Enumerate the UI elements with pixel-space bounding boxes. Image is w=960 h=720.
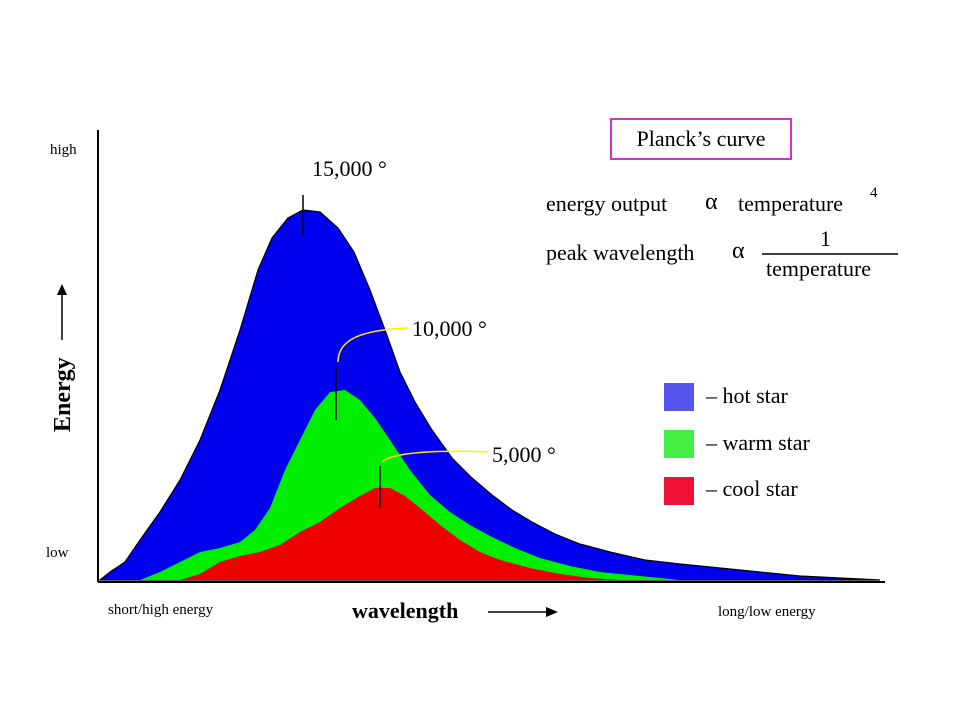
hot-peak-label: 15,000 °	[312, 156, 387, 181]
legend-swatch-cool	[664, 477, 694, 505]
legend-label-cool: – cool star	[706, 476, 798, 501]
formula-energy-exponent: 4	[870, 185, 878, 201]
y-axis-title: Energy	[50, 357, 76, 432]
cool-peak-leader	[381, 450, 489, 463]
chart-title: Planck’s curve	[610, 118, 792, 160]
x-tick-short: short/high energy	[108, 602, 214, 618]
x-tick-long: long/low energy	[718, 604, 816, 620]
formula-energy-alpha: α	[705, 189, 718, 215]
formula-numerator: 1	[820, 226, 831, 251]
formula-denominator: temperature	[766, 256, 872, 281]
legend-label-hot: – hot star	[706, 383, 788, 408]
warm-star-curve	[140, 390, 680, 580]
x-axis-title: wavelength	[352, 598, 459, 623]
formula-energy-right: temperature	[738, 191, 844, 216]
wavelength-arrow-head	[546, 607, 558, 617]
cool-star-curve	[180, 488, 620, 580]
legend-swatch-hot	[664, 383, 694, 411]
warm-peak-label: 10,000 °	[412, 316, 487, 341]
warm-peak-leader	[337, 327, 409, 363]
y-tick-high: high	[50, 142, 77, 158]
legend-label-warm: – warm star	[706, 430, 810, 455]
formula-peak-left: peak wavelength	[546, 240, 695, 265]
energy-arrow-head	[57, 284, 67, 295]
formula-energy-left: energy output	[546, 191, 668, 216]
formula-peak-alpha: α	[732, 238, 745, 264]
cool-peak-label: 5,000 °	[492, 442, 556, 467]
legend-swatch-warm	[664, 430, 694, 458]
y-tick-low: low	[46, 545, 69, 561]
